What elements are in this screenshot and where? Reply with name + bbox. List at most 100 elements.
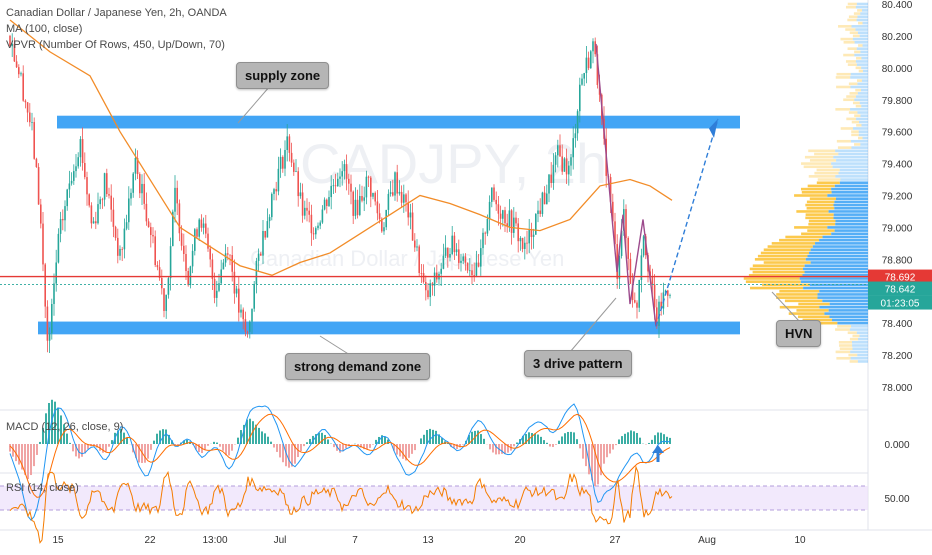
candle-body bbox=[423, 273, 425, 282]
macd-hist-bar bbox=[9, 444, 11, 452]
candle-body bbox=[337, 179, 339, 186]
vpvr-bar-up bbox=[836, 357, 850, 360]
candle-body bbox=[97, 204, 99, 223]
macd-hist-bar bbox=[309, 439, 311, 444]
vpvr-bar-down bbox=[850, 76, 868, 79]
vpvr-bar-down bbox=[857, 19, 868, 22]
candle-body bbox=[379, 213, 381, 219]
vpvr-bar-up bbox=[857, 9, 862, 12]
vpvr-bar-up bbox=[801, 188, 831, 191]
vpvr-bar-up bbox=[794, 226, 827, 229]
candle-body bbox=[185, 254, 187, 271]
macd-hist-bar bbox=[648, 443, 650, 444]
vpvr-bar-up bbox=[848, 3, 857, 6]
candle-body bbox=[348, 179, 350, 184]
candle-body bbox=[77, 157, 79, 166]
time-tick-5: 13 bbox=[422, 535, 434, 546]
time-tick-3: Jul bbox=[274, 535, 287, 546]
watermark-name: Canadian Dollar / Japanese Yen bbox=[250, 246, 564, 271]
vpvr-bar-up bbox=[850, 92, 858, 95]
candle-body bbox=[223, 263, 225, 270]
candle-body bbox=[44, 264, 46, 306]
vpvr-bar-down bbox=[836, 159, 868, 162]
vpvr-bar-up bbox=[779, 239, 819, 242]
macd-hist-bar bbox=[516, 443, 518, 444]
macd-hist-bar bbox=[603, 444, 605, 464]
macd-hist-bar bbox=[126, 438, 128, 444]
vpvr-bar-up bbox=[849, 111, 858, 114]
hvn-callout[interactable]: HVN bbox=[776, 320, 821, 347]
candle-body bbox=[27, 102, 29, 112]
vpvr-bar-up bbox=[856, 57, 861, 60]
candle-body bbox=[238, 289, 240, 313]
price-tick-1: 80.200 bbox=[882, 32, 913, 43]
vpvr-bar-down bbox=[840, 181, 868, 184]
vpvr-bar-down bbox=[822, 300, 868, 303]
candle-body bbox=[269, 217, 271, 221]
candle-body bbox=[315, 228, 317, 234]
candle-body bbox=[214, 279, 216, 298]
candle-body bbox=[504, 210, 506, 223]
macd-hist-bar bbox=[357, 444, 359, 445]
vpvr-bar-up bbox=[806, 213, 834, 216]
vpvr-bar-down bbox=[856, 60, 868, 63]
pattern-callout[interactable]: 3 drive pattern bbox=[524, 350, 632, 377]
vpvr-bar-up bbox=[846, 118, 856, 121]
vpvr-bar-down bbox=[862, 79, 868, 82]
supply-zone-callout[interactable]: supply zone bbox=[236, 62, 329, 89]
candle-body bbox=[625, 209, 627, 238]
vpvr-bar-up bbox=[785, 300, 822, 303]
macd-hist-bar bbox=[249, 419, 251, 444]
vpvr-bar-up bbox=[858, 44, 862, 47]
candle-body bbox=[473, 275, 475, 276]
candle-body bbox=[245, 319, 247, 332]
candle-body bbox=[86, 177, 88, 194]
rsi-legend: RSI (14, close) bbox=[6, 482, 79, 494]
candle-body bbox=[176, 188, 178, 204]
candle-body bbox=[128, 198, 130, 222]
macd-hist-bar bbox=[549, 444, 551, 447]
vpvr-bar-down bbox=[860, 51, 868, 54]
candle-body bbox=[168, 278, 170, 295]
candle-body bbox=[49, 333, 51, 340]
candle-body bbox=[264, 231, 266, 237]
candle-body bbox=[555, 155, 557, 164]
candle-body bbox=[484, 233, 486, 234]
vpvr-bar-up bbox=[776, 293, 817, 296]
candle-body bbox=[377, 201, 379, 213]
vpvr-bar-up bbox=[753, 264, 805, 267]
time-tick-8: Aug bbox=[698, 535, 716, 546]
macd-hist-bar bbox=[654, 435, 656, 444]
vpvr-bar-down bbox=[803, 268, 868, 271]
vpvr-bar-down bbox=[805, 264, 868, 267]
vpvr-bar-up bbox=[810, 159, 836, 162]
macd-hist-bar bbox=[108, 444, 110, 447]
vpvr-bar-down bbox=[857, 3, 868, 6]
macd-hist-bar bbox=[537, 435, 539, 444]
vpvr-bar-up bbox=[848, 63, 857, 66]
candle-body bbox=[304, 208, 306, 216]
time-tick-6: 20 bbox=[514, 535, 526, 546]
candle-body bbox=[64, 206, 66, 220]
vpvr-bar-down bbox=[832, 191, 868, 194]
candle-body bbox=[509, 210, 511, 226]
vpvr-bar-down bbox=[852, 25, 868, 28]
vpvr-bar-up bbox=[768, 245, 813, 248]
vpvr-bar-up bbox=[776, 296, 817, 299]
candle-body bbox=[443, 256, 445, 269]
macd-hist-bar bbox=[258, 428, 260, 444]
vpvr-bar-down bbox=[861, 57, 868, 60]
candle-body bbox=[467, 263, 469, 271]
vpvr-bar-down bbox=[861, 67, 868, 70]
macd-hist-bar bbox=[543, 440, 545, 444]
demand-zone-callout[interactable]: strong demand zone bbox=[285, 353, 430, 380]
candle-body bbox=[394, 172, 396, 195]
candle-body bbox=[429, 283, 431, 297]
vpvr-bar-down bbox=[829, 309, 868, 312]
vpvr-bar-down bbox=[850, 86, 868, 89]
vpvr-bar-up bbox=[753, 271, 805, 274]
vpvr-bar-up bbox=[849, 15, 858, 18]
candle-body bbox=[383, 227, 385, 231]
